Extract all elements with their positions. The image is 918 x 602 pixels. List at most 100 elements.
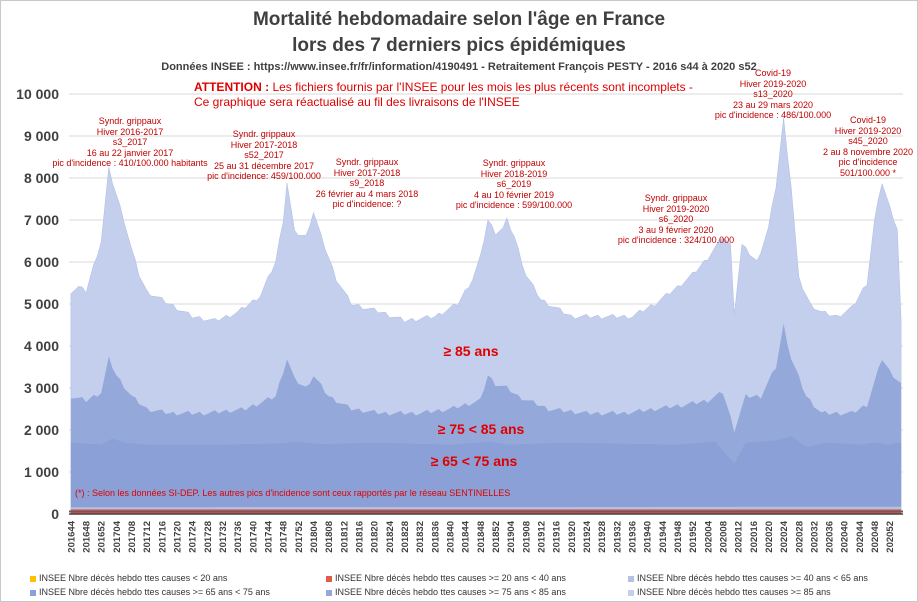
x-tick-label: 201648 [82,521,93,553]
x-tick-label: 201940 [643,521,654,553]
y-tick-label: 0 [51,506,59,522]
x-tick-label: 201708 [127,521,138,553]
x-tick-label: 201912 [537,521,548,553]
y-tick-label: 5 000 [24,296,59,312]
annotation-line: pic d'incidence : 410/100.000 habitants [52,158,208,168]
warning-text1: Les fichiers fournis par l'INSEE pour le… [269,80,693,94]
annotation-line: s13_2020 [753,89,793,99]
x-tick-label: 201716 [157,521,168,553]
area-65-75 [70,436,902,514]
legend-item: INSEE Nbre décès hebdo ttes causes >= 85… [628,587,831,597]
x-tick-label: 201836 [430,521,441,553]
x-tick-label: 201824 [385,520,396,552]
x-tick-label: 201948 [673,521,684,553]
x-tick-label: 201920 [567,521,578,553]
x-tick-label: 202048 [870,521,881,553]
x-tick-label: 201952 [688,521,699,553]
x-tick-label: 201748 [279,521,290,553]
annotation-line: 2 au 8 novembre 2020 [822,146,914,157]
annotation-line: pic d'incidence : 324/100.000 [617,235,735,245]
x-tick-label: 202012 [734,521,745,553]
x-tick-label: 201844 [461,520,472,552]
x-tick-label: 201732 [218,521,229,553]
annotation-line: pic d'incidence [838,157,898,167]
x-tick-label: 201720 [173,521,184,553]
annotation-line: Hiver 2016-2017 [96,126,164,137]
annotation-line: 16 au 22 janvier 2017 [86,147,174,158]
annotation-line: Hiver 2019-2020 [834,125,902,136]
annotation-line: 25 au 31 décembre 2017 [213,160,315,171]
epidemic-annotation: Syndr. grippaux Hiver 2016-2017 s3_2017 16 … [52,116,207,169]
x-tick-label: 202016 [749,521,760,553]
y-tick-label: 9 000 [24,128,59,144]
x-tick-label: 201908 [521,521,532,553]
annotation-line: 23 au 29 mars 2020 [732,99,814,110]
annotation-line: 3 au 9 février 2020 [638,224,714,235]
annotation-line: Covid-19 [849,115,887,125]
warning-bold: ATTENTION : [194,80,270,94]
y-tick-label: 6 000 [24,254,59,270]
annotation-line: s6_2020 [658,214,694,224]
legend-label: INSEE Nbre décès hebdo ttes causes >= 85… [637,587,831,597]
x-tick-label: 201936 [628,521,639,553]
legend-item: INSEE Nbre décès hebdo ttes causes >= 75… [326,587,566,597]
x-tick-label: 201804 [309,520,320,552]
annotation-line: pic d'incidence: ? [332,199,402,209]
legend-swatch [628,589,634,596]
band-label-65-75: ≥ 65 < 75 ans [430,453,518,469]
y-tick-label: 3 000 [24,380,59,396]
x-tick-label: 201832 [415,521,426,553]
annotation-line: Hiver 2017-2018 [230,139,298,150]
legend-swatch [326,575,332,582]
annotation-line: Syndr. grippaux [482,158,546,168]
x-tick-label: 201704 [112,520,123,552]
annotation-line: Hiver 2019-2020 [739,78,807,89]
x-tick-label: 201932 [612,521,623,553]
legend-label: INSEE Nbre décès hebdo ttes causes < 20 … [39,573,228,583]
x-tick-label: 201740 [248,521,259,553]
y-tick-label: 8 000 [24,170,59,186]
x-tick-label: 201744 [264,520,275,552]
y-tick-label: 1 000 [24,464,59,480]
chart-source: Données INSEE : https://www.insee.fr/fr/… [161,61,757,73]
epidemic-annotation: Covid-19 Hiver 2019-2020 s13_2020 23 au 29 … [715,68,831,121]
annotation-line: Hiver 2019-2020 [642,203,710,214]
annotation-line: pic d'incidence: 459/100.000 [207,171,321,181]
x-tick-label: 201928 [597,521,608,553]
x-tick-label: 201848 [476,521,487,553]
warning-line1: ATTENTION : Les fichiers fournis par l'I… [194,80,734,95]
legend-item: INSEE Nbre décès hebdo ttes causes >= 20… [326,573,566,583]
footnote: (*) : Selon les données SI-DEP. Les autr… [75,488,511,498]
warning-line2: Ce graphique sera réactualisé au fil des… [194,95,520,109]
x-tick-label: 201812 [339,521,350,553]
annotation-line: s45_2020 [848,136,888,146]
annotation-line: Syndr. grippaux [335,157,399,167]
x-tick-label: 201924 [582,520,593,552]
epidemic-annotation: Syndr. grippaux Hiver 2017-2018 s52_2017 25… [207,129,321,182]
legend-label: INSEE Nbre décès hebdo ttes causes >= 65… [39,587,270,597]
x-tick-label: 201728 [203,521,214,553]
y-axis-ticks: 0 1 000 2 000 3 000 4 000 5 000 6 000 7 000 8 00… [16,86,59,522]
x-tick-label: 201736 [233,521,244,553]
chart-title-line1: Mortalité hebdomadaire selon l'âge en Fr… [252,9,666,30]
y-tick-label: 7 000 [24,212,59,228]
legend-label: INSEE Nbre décès hebdo ttes causes >= 40… [637,573,868,583]
x-tick-label: 201916 [552,521,563,553]
x-tick-label: 202032 [809,521,820,553]
y-tick-label: 2 000 [24,422,59,438]
x-tick-label: 201644 [66,520,77,552]
legend-label: INSEE Nbre décès hebdo ttes causes >= 20… [335,573,566,583]
legend-label: INSEE Nbre décès hebdo ttes causes >= 75… [335,587,566,597]
legend-swatch [30,575,36,582]
x-tick-label: 201724 [188,520,199,552]
epidemic-annotation: Syndr. grippaux Hiver 2018-2019 s6_2019 4 a… [456,158,572,211]
band-label-85: ≥ 85 ans [443,343,499,359]
annotation-line: 501/100.000 * [839,167,897,178]
y-tick-label: 10 000 [16,86,59,102]
annotation-line: s52_2017 [244,150,284,160]
epidemic-annotation: Covid-19 Hiver 2019-2020 s45_2020 2 au 8 no… [823,115,913,178]
x-tick-label: 201816 [355,521,366,553]
x-tick-label: 202028 [794,521,805,553]
x-tick-label: 202024 [779,520,790,552]
annotation-line: s9_2018 [349,178,385,188]
